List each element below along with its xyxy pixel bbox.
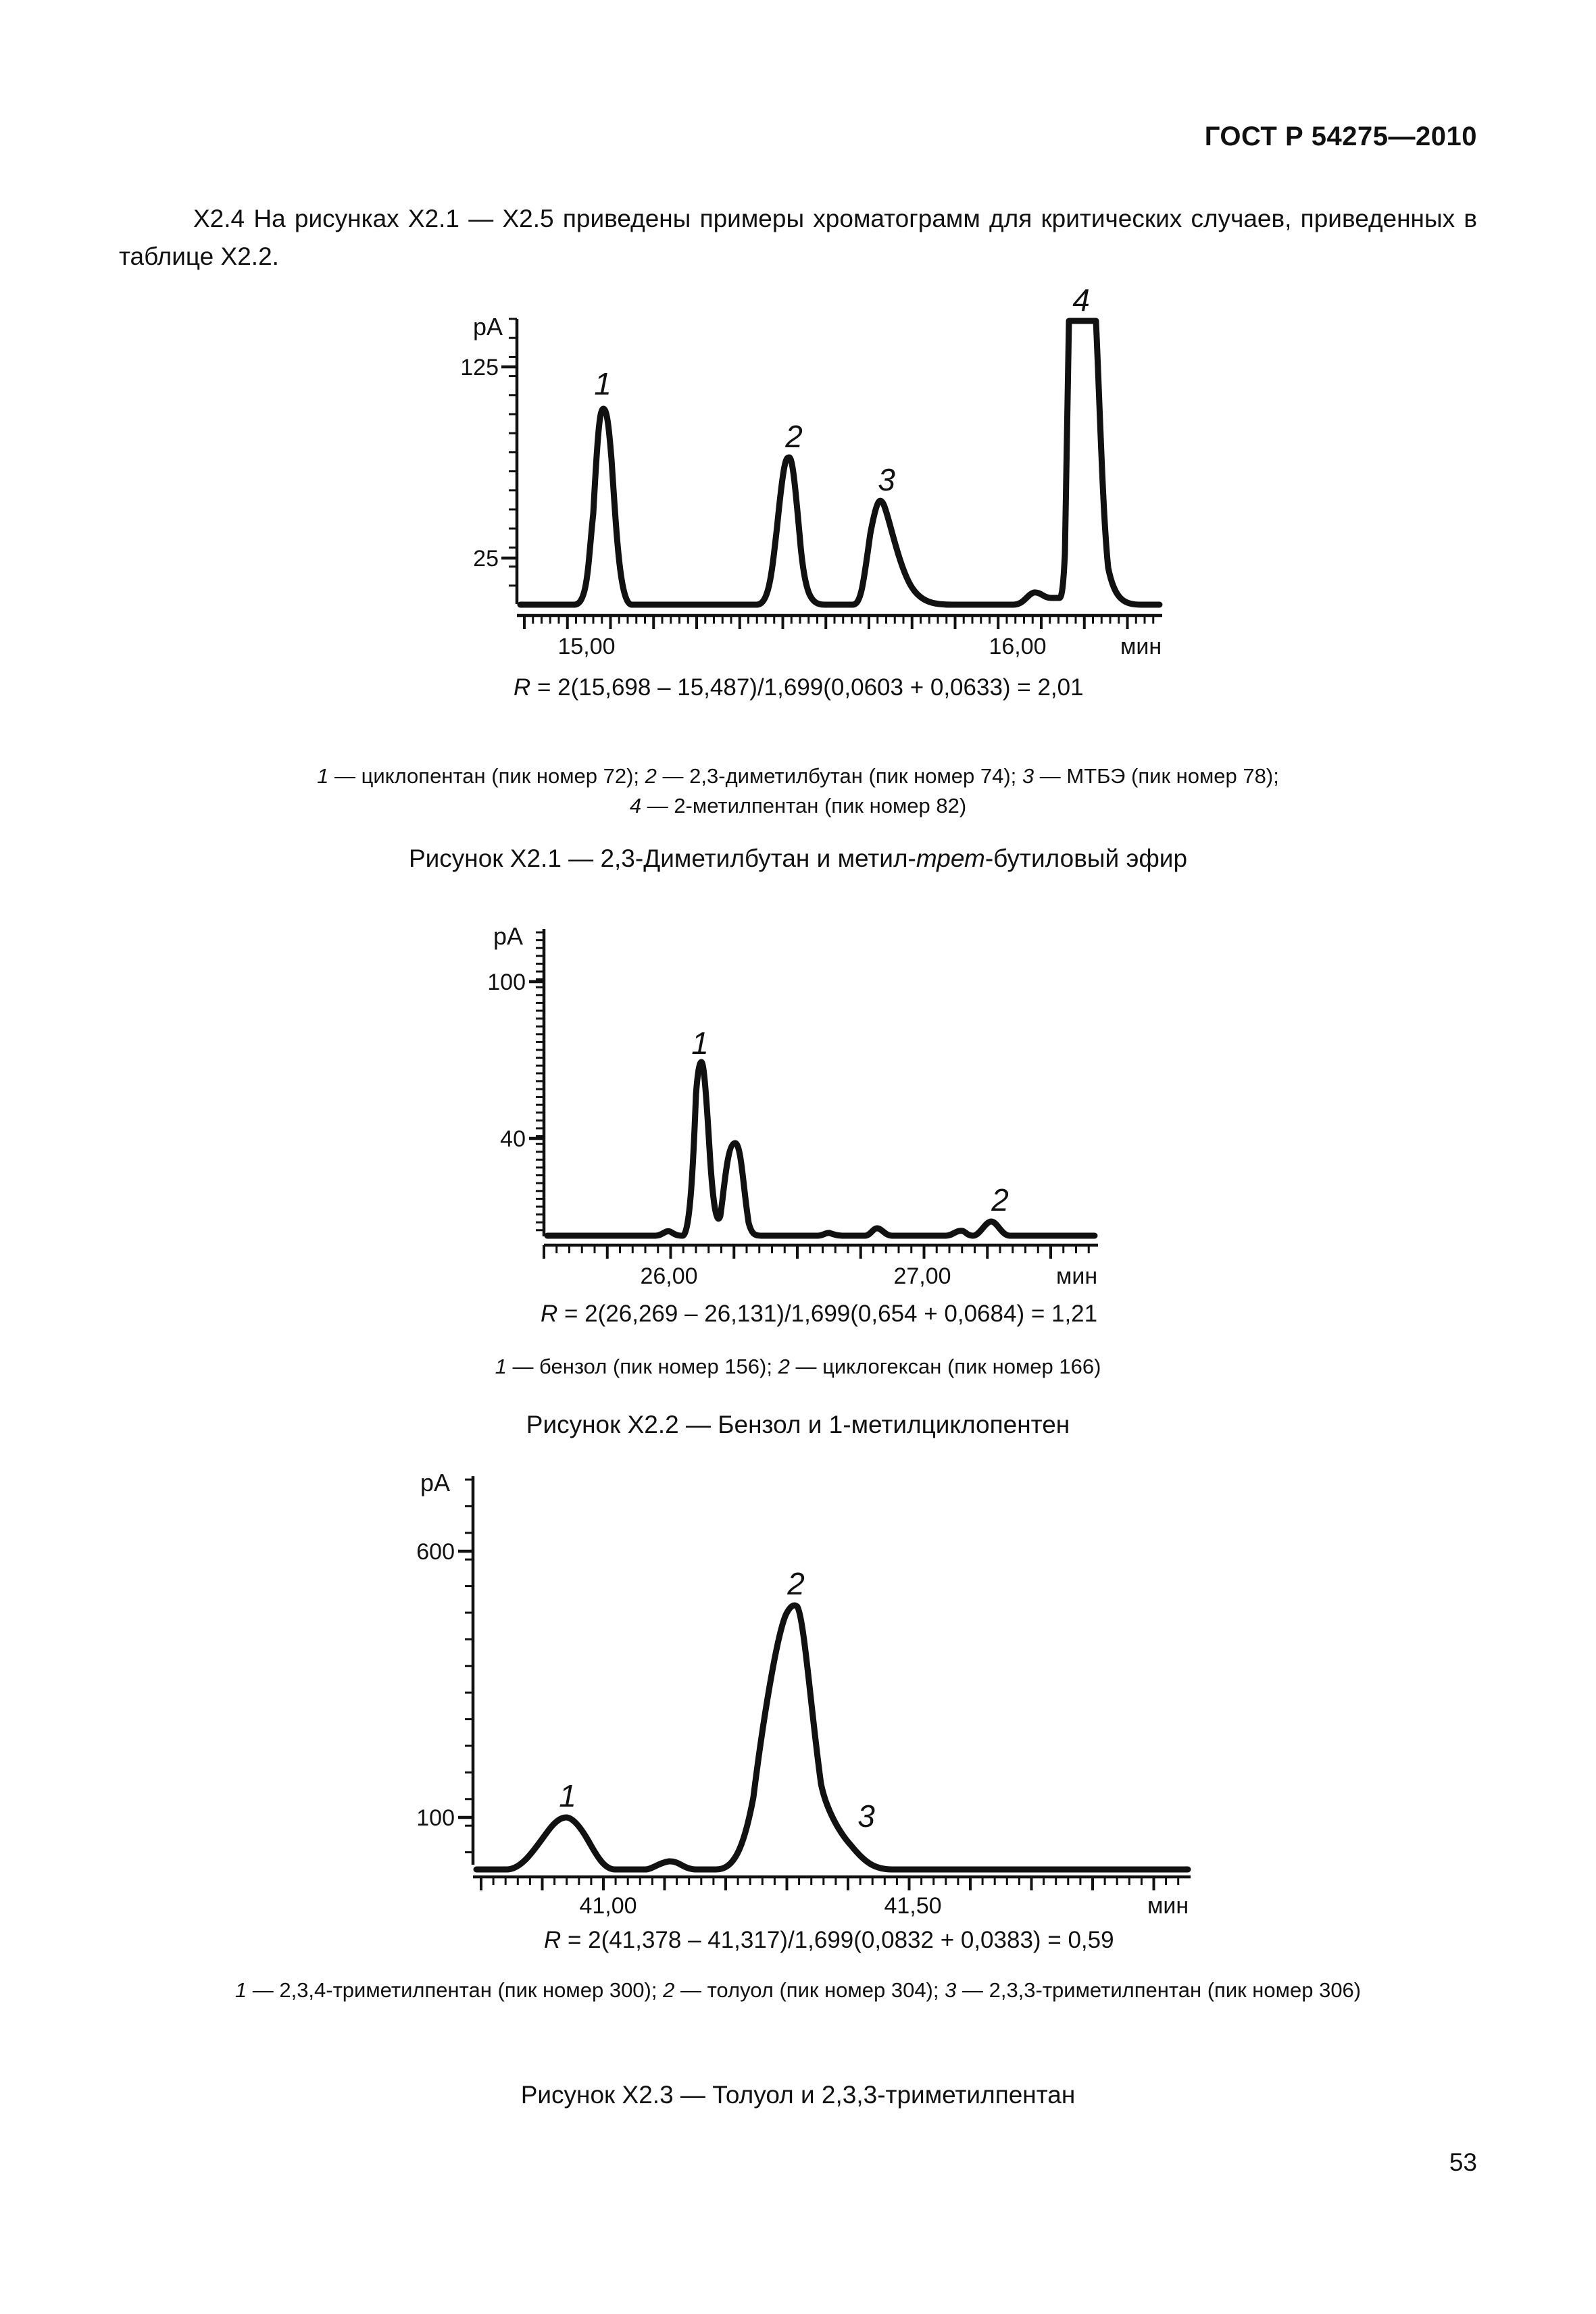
figure-legend: 1 — циклопентан (пик номер 72); 2 — 2,3-… [317,764,1279,818]
peak-label: 3 [878,462,895,497]
figure-caption: Рисунок Х2.2 — Бензол и 1-метилциклопент… [526,1411,1070,1438]
x-tick-label: 26,00 [640,1263,697,1289]
resolution-formula: R = 2(15,698 – 15,487)/1,699(0,0603 + 0,… [514,674,1084,701]
peak-label: 2 [784,419,803,454]
x-tick-label: 41,00 [579,1893,637,1919]
figure-legend: 1 — 2,3,4-триметилпентан (пик номер 300)… [234,1978,1362,2002]
x-tick-label: 15,00 [557,634,615,659]
document-header: ГОСТ Р 54275—2010 [1204,122,1477,151]
chromatogram-trace [544,1059,1098,1239]
peak-label: 2 [991,1182,1009,1217]
figure-legend: 1 — бензол (пик номер 156); 2 — циклогек… [495,1355,1101,1378]
x-tick-label: 16,00 [989,634,1046,659]
peak-label: 3 [857,1799,875,1834]
figure-caption: Рисунок Х2.1 — 2,3-Диметилбутан и метил-… [408,845,1188,872]
y-axis-unit: pA [473,313,503,341]
chromatogram-figure-3: pA 600 100 41,00 41,50 мин 1 2 3 [416,1469,1191,1919]
y-tick-label: 100 [416,1805,455,1831]
chromatogram-figure-1: pA 125 25 15,00 16,00 мин 1 2 3 4 [460,282,1163,659]
y-axis [529,929,546,1236]
chromatogram-figure-2: pA 100 40 26,00 27,00 мин 1 2 [487,922,1098,1289]
peak-label: 2 [787,1566,805,1601]
peak-label: 1 [559,1778,576,1813]
y-tick-label: 125 [460,355,499,380]
peak-label: 4 [1072,282,1090,318]
peak-label: 1 [594,366,612,401]
y-tick-label: 25 [473,546,499,572]
x-axis [517,613,1162,629]
y-axis-unit: pA [420,1469,450,1496]
chromatogram-trace [473,1602,1191,1873]
intro-paragraph: Х2.4 На рисунках Х2.1 — Х2.5 приведены п… [119,205,1477,270]
x-axis-unit: мин [1056,1263,1097,1289]
figure-caption: Рисунок Х2.3 — Толуол и 2,3,3-триметилпе… [520,2081,1076,2109]
chromatogram-trace [517,318,1163,608]
x-axis-unit: мин [1147,1893,1189,1919]
y-axis [501,318,519,604]
peak-label: 1 [691,1026,709,1061]
resolution-formula: R = 2(41,378 – 41,317)/1,699(0,0832 + 0,… [544,1927,1114,1953]
y-axis-unit: pA [493,922,523,950]
y-axis [458,1476,475,1865]
resolution-formula: R = 2(26,269 – 26,131)/1,699(0,654 + 0,0… [541,1301,1098,1327]
y-tick-label: 100 [487,970,526,995]
x-axis-unit: мин [1120,634,1162,659]
y-tick-label: 40 [500,1126,526,1152]
page-number: 53 [1449,2148,1477,2176]
x-tick-label: 27,00 [893,1263,951,1289]
x-axis [473,1875,1191,1890]
y-tick-label: 600 [416,1539,455,1565]
x-tick-label: 41,50 [884,1893,941,1919]
x-axis [543,1243,1098,1259]
